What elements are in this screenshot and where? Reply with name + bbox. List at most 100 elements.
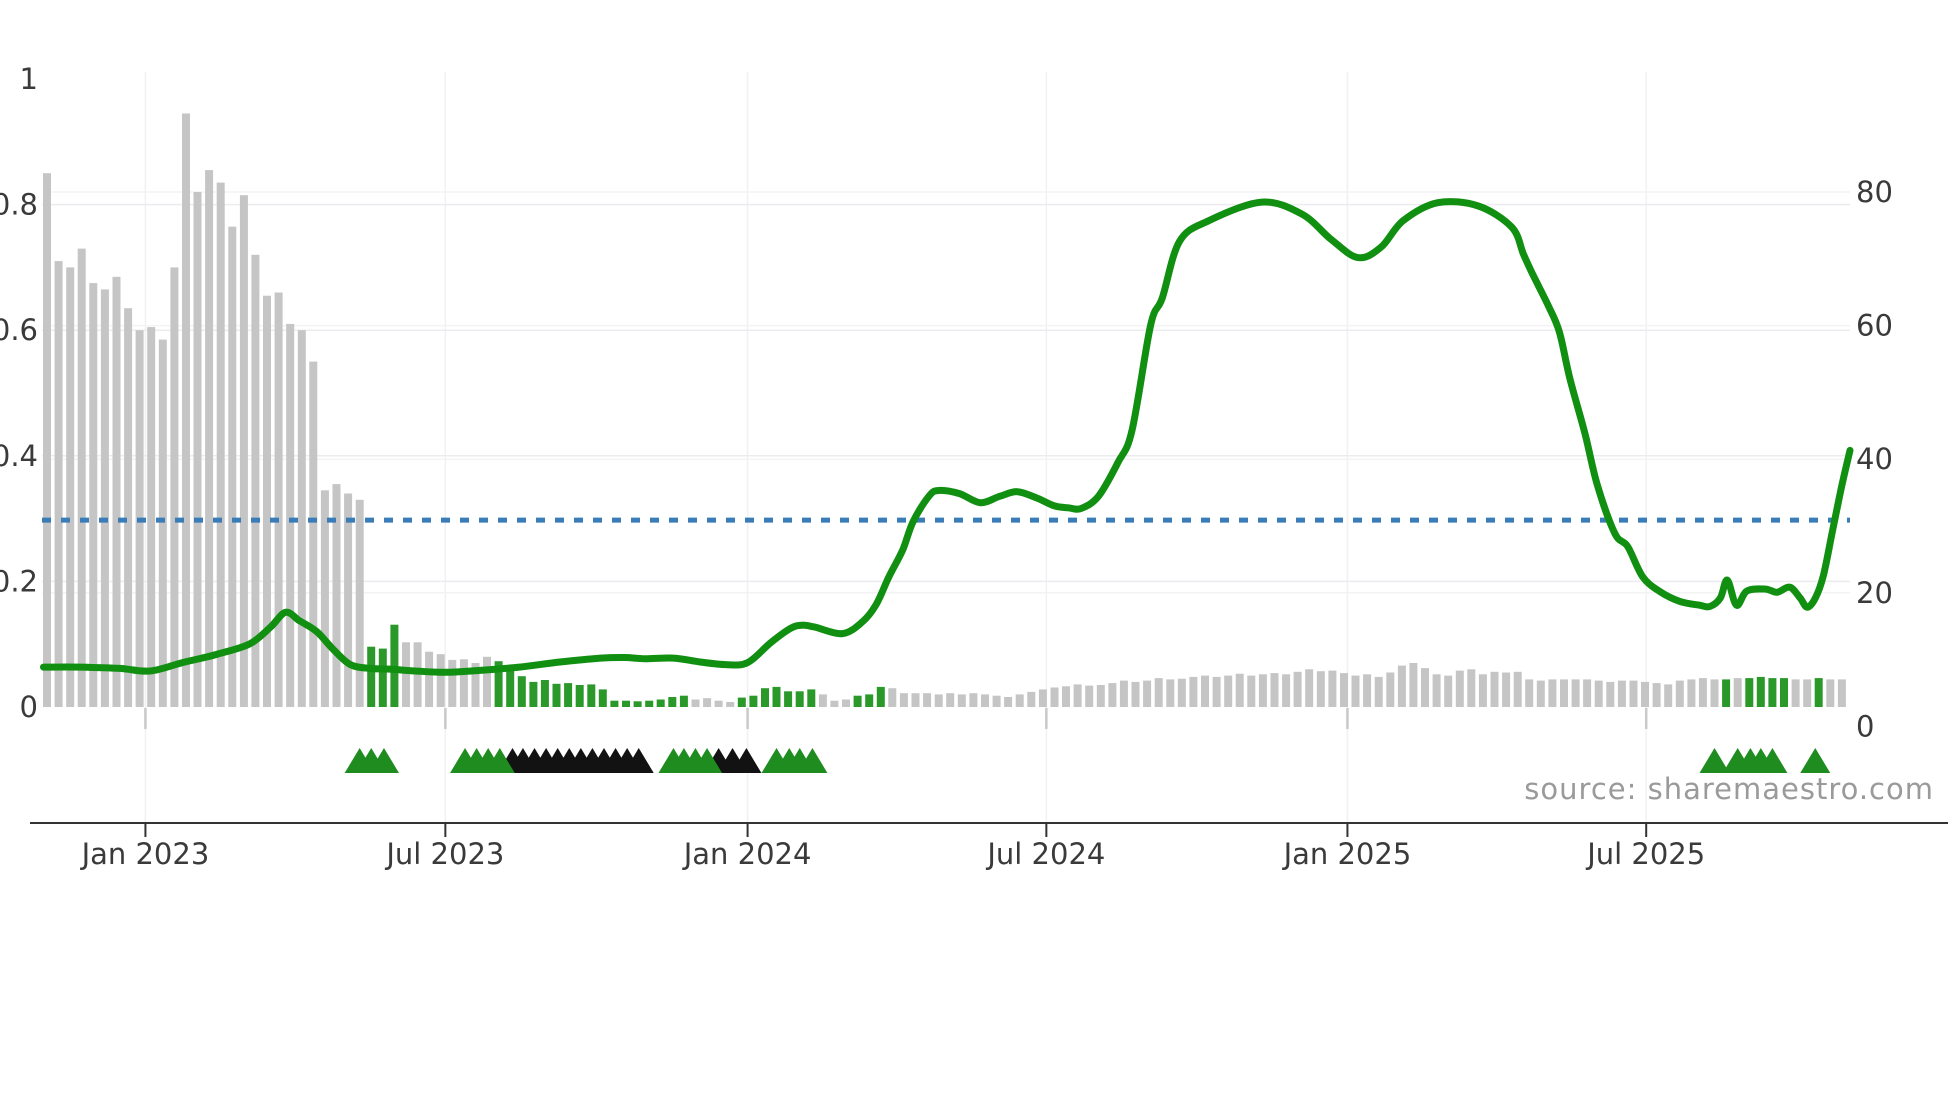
accumulation-triangle-icon [484,748,515,773]
x-axis-tick-label: Jul 2024 [985,837,1105,871]
close-price-bar [1119,680,1128,707]
accumulation-bar [645,700,654,707]
close-price-bar [1027,691,1036,707]
close-price-bar [899,693,908,707]
right-axis-tick-label: 0 [1856,709,1874,743]
accumulation-triangle-icon [1757,748,1788,773]
close-price-bar [1201,675,1209,707]
close-price-bar [1073,684,1082,707]
accumulation-bar [622,700,630,707]
close-price-bar [992,695,1001,707]
close-price-bar [1177,678,1186,707]
x-axis-tick-label: Jan 2023 [80,837,210,871]
vertical-gridlines [144,72,1647,822]
accumulation-bar [1768,678,1777,707]
close-price-bar [1154,678,1163,707]
close-price-bar [1224,675,1233,707]
close-price-bar [1004,697,1013,707]
x-axis-tick-label: Jul 2023 [384,837,504,871]
accumulation-bar [564,683,573,707]
close-price-bar [320,490,329,707]
close-price-bar [1293,671,1302,707]
accumulation-bar [540,680,549,707]
accumulation-bar [807,689,816,707]
accumulation-bar [575,685,584,707]
close-price-bar [830,700,839,707]
close-price-bar [1247,675,1256,707]
close-price-bar [1235,673,1244,707]
accumulation-bar [795,691,804,707]
accumulation-bar [679,695,688,707]
close-price-bar [1374,676,1383,707]
close-price-bar [1675,680,1684,707]
left-axis-tick-label: 0.6 [0,313,38,347]
accumulation-bar [737,697,746,707]
close-price-bar [1131,681,1140,707]
x-axis-ticks [144,708,1648,837]
price-bars [43,113,1846,708]
close-price-bar [1617,680,1626,707]
close-price-bar [934,694,943,707]
accumulation-bar [633,701,642,707]
close-price-bar [1710,679,1719,707]
close-price-bar [124,308,133,707]
accumulation-bar [1780,678,1788,707]
source-note: source: sharemaestro.com [1524,772,1934,806]
close-price-bar [1837,679,1846,707]
close-price-bar [1641,681,1649,707]
close-price-bar [1282,674,1291,707]
accumulation-bar [656,699,665,707]
close-price-bar [981,694,989,707]
close-price-bar [1733,678,1742,707]
close-price-bar [1270,673,1279,707]
close-price-bar [1629,680,1638,707]
accumulation-bar [390,624,399,707]
close-price-bar [1791,679,1800,707]
accumulation-triangle-icon [692,748,723,773]
close-price-bar [77,248,86,707]
close-price-bar [1594,680,1603,707]
close-price-bar [888,688,897,707]
close-price-bar [1687,679,1696,707]
accumulation-bar [1814,678,1823,707]
close-price-bar [297,330,306,707]
close-price-bar [714,700,723,707]
close-price-bar [1478,674,1487,707]
close-price-bar [1189,676,1198,707]
accumulation-bar [1745,678,1754,707]
close-price-bar [54,261,63,707]
close-price-bar [1050,687,1059,707]
model-watching-triangle-icon [731,748,762,773]
accumulation-bar [668,697,677,707]
accumulation-triangle-icon [1699,748,1730,773]
x-axis-tick-label: Jul 2025 [1585,837,1705,871]
close-price-bar [471,663,480,707]
close-price-bar [957,694,966,707]
close-price-bar [1386,672,1395,707]
close-price-bar [239,195,248,707]
close-price-bar [158,339,167,707]
left-axis-tick-label: 0.2 [0,564,38,598]
close-price-bar [425,651,434,707]
close-price-bar [969,693,978,707]
close-price-bar [1664,684,1673,707]
accumulation-bar [529,681,538,707]
close-price-bar [112,276,121,707]
close-price-bar [483,656,491,707]
close-price-bar [923,693,932,707]
accumulation-markers [344,748,1831,773]
close-price-bar [1548,679,1557,707]
left-axis-tick-label: 1 [20,62,38,96]
accumulation-bar [876,686,885,707]
close-price-bar [1826,679,1835,707]
accumulation-bar [367,646,376,707]
close-price-bar [66,267,75,707]
close-price-bar [818,694,827,707]
close-price-bar [703,698,712,707]
close-price-bar [1166,679,1175,707]
close-price-bar [1583,679,1592,707]
close-price-bar [1143,680,1152,707]
close-price-bar [1698,678,1707,707]
accumulation-bar [772,686,781,707]
